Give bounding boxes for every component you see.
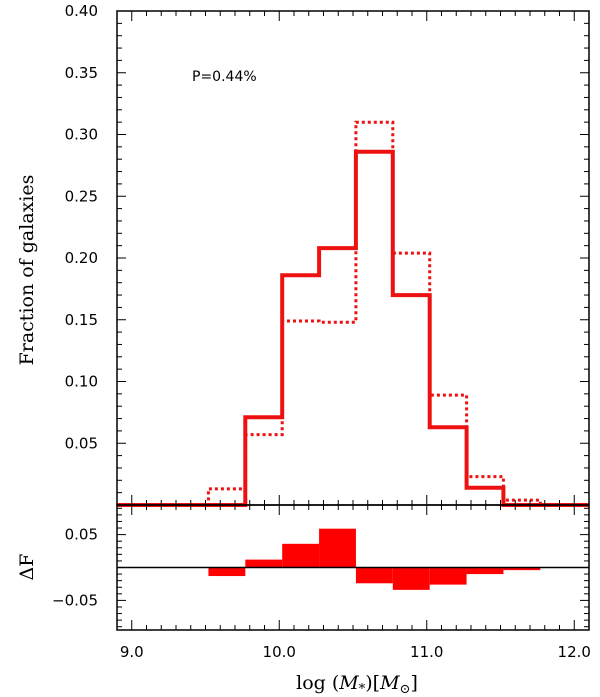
delta-bar [245,559,283,568]
delta-bar [355,567,393,584]
top-y-tick-label: 0.40 [65,2,98,20]
top-y-tick-label: 0.15 [65,311,98,329]
bottom-y-axis-title: ΔF [16,554,38,581]
x-axis-title-msun: M [379,672,400,694]
top-y-tick-label: 0.25 [65,187,98,205]
x-axis-title-m: M [338,672,359,694]
bottom-panel: 0.05 −0.05 [52,504,590,631]
bottom-y-tick-label: 0.05 [65,526,98,544]
delta-bar [282,543,320,568]
histogram-series-solid [117,149,589,507]
histogram-series-dotted [117,120,589,507]
delta-bar [392,567,430,590]
delta-bar [208,567,246,577]
top-panel-frame [116,10,590,506]
top-y-tick-label: 0.30 [65,126,98,144]
x-axis-title-sub: * [359,682,366,697]
top-y-tick-label: 0.20 [65,249,98,267]
x-tick-label: 10.0 [263,643,296,661]
top-y-axis-title: Fraction of galaxies [16,175,38,366]
x-axis-title-mid: )[ [365,672,380,694]
top-y-tick-label: 0.35 [65,64,98,82]
x-tick-label: 9.0 [120,643,144,661]
x-axis-title: log (M*)[M⊙] [296,672,418,697]
x-axis: 9.0 10.0 11.0 12.0 [116,11,591,661]
delta-bar [429,567,467,585]
delta-bar [503,567,541,571]
p-value-annotation: P=0.44% [192,69,257,85]
x-axis-title-suffix: ] [410,672,417,694]
top-y-tick-label: 0.05 [65,434,98,452]
x-tick-label: 12.0 [558,643,591,661]
top-y-tick-label: 0.10 [65,373,98,391]
x-tick-label: 11.0 [410,643,443,661]
top-panel: 0.05 0.10 0.15 0.20 0.25 0.30 0.35 0.40 [65,2,590,507]
x-axis-title-sun: ⊙ [400,682,411,697]
bottom-y-tick-label: −0.05 [52,591,98,609]
delta-bar [319,528,356,568]
x-axis-title-prefix: log ( [296,672,339,694]
delta-bar [466,567,504,575]
